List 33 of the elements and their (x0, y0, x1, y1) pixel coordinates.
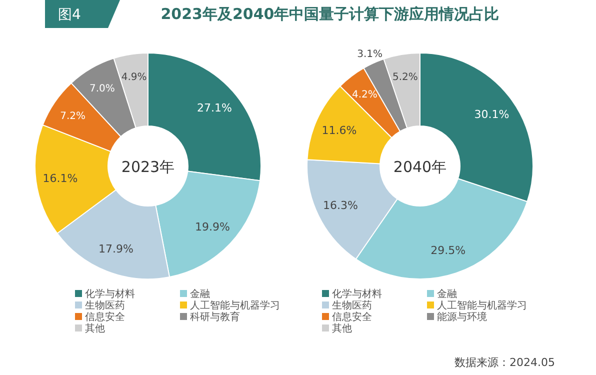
data-label: 7.0% (90, 83, 115, 94)
legend-label: 生物医药 (332, 300, 372, 312)
legend-label: 其他 (85, 322, 105, 334)
data-label: 16.1% (42, 172, 78, 185)
legend-label: 科研与教育 (190, 311, 240, 323)
text: 2023年 (121, 158, 175, 176)
data-label: 3.1% (357, 48, 382, 60)
legend-label: 其他 (332, 322, 352, 334)
data-label: 11.6% (322, 124, 357, 137)
legend-label: 人工智能与机器学习 (190, 300, 280, 312)
data-label: 30.1% (474, 108, 510, 122)
source-note: 数据来源：2024.05 (454, 356, 555, 369)
legend-label: 信息安全 (85, 311, 125, 323)
legend-label: 化学与材料 (85, 288, 135, 300)
data-label: 4.9% (121, 72, 147, 84)
legend-label: 能源与环境 (437, 311, 487, 323)
legend-label: 金融 (190, 288, 210, 300)
data-label: 17.9% (98, 242, 134, 256)
legend-label: 人工智能与机器学习 (437, 300, 527, 312)
text: 2040年 (393, 158, 447, 176)
caption: 图4 (58, 7, 81, 23)
data-label: 7.2% (60, 110, 86, 122)
data-label: 19.9% (194, 220, 230, 234)
data-label: 29.5% (430, 244, 466, 257)
legend-label: 生物医药 (85, 300, 125, 312)
data-label: 5.2% (392, 72, 418, 84)
legend-label: 化学与材料 (332, 288, 382, 300)
data-label: 4.2% (352, 90, 378, 101)
legend-label: 金融 (437, 288, 457, 300)
legend-label: 信息安全 (332, 311, 372, 323)
data-label: 16.3% (323, 198, 358, 212)
text: 2023年及2040年中国量子计算下游应用情况占比 (160, 5, 500, 23)
data-label: 27.1% (197, 102, 232, 115)
